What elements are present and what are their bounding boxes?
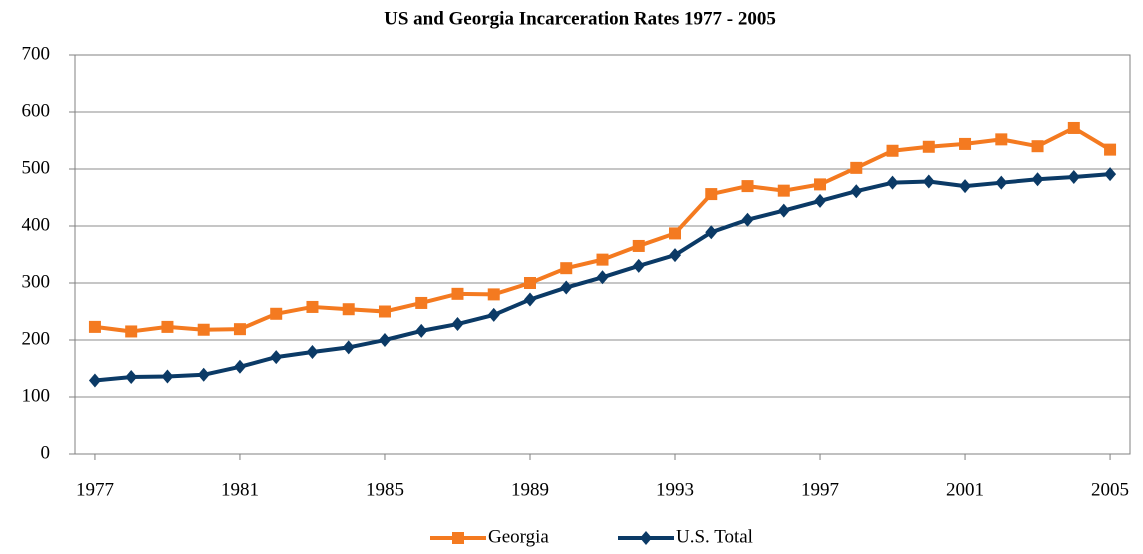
data-point bbox=[1104, 143, 1117, 156]
data-point bbox=[451, 287, 464, 300]
data-point bbox=[596, 270, 609, 285]
data-point bbox=[270, 350, 283, 365]
data-point bbox=[125, 325, 138, 338]
data-point bbox=[741, 180, 754, 193]
data-point bbox=[451, 317, 464, 332]
data-point bbox=[378, 305, 391, 318]
data-point bbox=[596, 253, 609, 266]
data-point bbox=[705, 188, 718, 201]
data-point bbox=[342, 303, 355, 316]
data-point bbox=[560, 262, 573, 275]
data-point bbox=[922, 140, 935, 153]
data-point bbox=[959, 137, 972, 150]
data-point bbox=[1031, 140, 1044, 153]
data-point bbox=[705, 225, 718, 240]
legend-marker bbox=[452, 532, 464, 544]
x-tick-label: 1997 bbox=[801, 479, 839, 500]
data-point bbox=[995, 175, 1008, 190]
data-point bbox=[342, 340, 355, 355]
data-point bbox=[560, 280, 573, 295]
x-tick-label: 2005 bbox=[1091, 479, 1129, 500]
data-point bbox=[669, 248, 682, 263]
data-point bbox=[995, 133, 1008, 146]
data-point bbox=[88, 373, 101, 388]
data-point bbox=[1067, 169, 1080, 184]
x-tick-label: 1977 bbox=[76, 479, 114, 500]
data-point bbox=[777, 184, 790, 197]
legend-label: Georgia bbox=[488, 526, 549, 547]
data-point bbox=[233, 359, 246, 374]
data-point bbox=[814, 193, 827, 208]
data-point bbox=[886, 175, 899, 190]
data-point bbox=[523, 277, 536, 289]
data-point bbox=[777, 203, 790, 218]
x-tick-label: 1989 bbox=[511, 479, 549, 500]
data-point bbox=[669, 227, 682, 240]
data-point bbox=[487, 288, 500, 301]
y-tick-label: 0 bbox=[41, 442, 51, 463]
x-tick-label: 1981 bbox=[221, 479, 259, 500]
x-tick-label: 1985 bbox=[366, 479, 404, 500]
data-point bbox=[632, 258, 645, 273]
data-point bbox=[270, 307, 283, 320]
data-point bbox=[197, 367, 210, 382]
chart-title: US and Georgia Incarceration Rates 1977 … bbox=[384, 8, 776, 29]
data-point bbox=[233, 323, 246, 336]
data-point bbox=[1067, 121, 1080, 134]
y-tick-label: 100 bbox=[22, 385, 51, 406]
data-point bbox=[922, 174, 935, 189]
data-point bbox=[523, 292, 536, 307]
data-point bbox=[88, 320, 101, 333]
legend-marker bbox=[640, 531, 652, 545]
y-tick-label: 300 bbox=[22, 271, 51, 292]
data-point bbox=[306, 344, 319, 359]
data-point bbox=[306, 300, 319, 313]
x-tick-label: 1993 bbox=[656, 479, 694, 500]
data-point bbox=[1031, 172, 1044, 187]
data-point bbox=[741, 212, 754, 227]
data-point bbox=[850, 184, 863, 199]
y-tick-label: 200 bbox=[22, 328, 51, 349]
data-point bbox=[415, 296, 428, 309]
data-point bbox=[125, 370, 138, 385]
data-point bbox=[1104, 167, 1117, 182]
data-point bbox=[415, 323, 428, 338]
data-point bbox=[161, 320, 174, 333]
y-tick-label: 500 bbox=[22, 157, 51, 178]
legend-label: U.S. Total bbox=[676, 526, 753, 547]
plot-border bbox=[74, 54, 1131, 455]
data-point bbox=[814, 178, 827, 191]
data-point bbox=[850, 161, 863, 174]
data-point bbox=[487, 307, 500, 322]
data-point bbox=[161, 369, 174, 384]
x-tick-label: 2001 bbox=[946, 479, 984, 500]
data-point bbox=[959, 179, 972, 194]
data-point bbox=[886, 144, 899, 157]
y-tick-label: 700 bbox=[22, 43, 51, 64]
y-tick-label: 400 bbox=[22, 214, 51, 235]
data-point bbox=[378, 333, 391, 347]
data-point bbox=[632, 239, 645, 252]
y-tick-label: 600 bbox=[22, 100, 51, 121]
data-point bbox=[197, 323, 210, 336]
